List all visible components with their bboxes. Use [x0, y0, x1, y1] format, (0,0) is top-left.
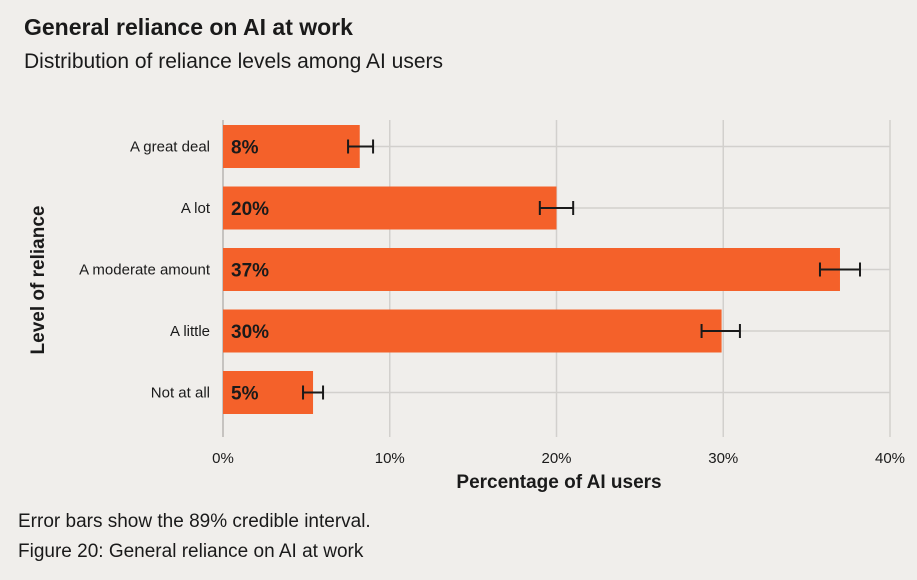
bar-value-label: 5% [231, 384, 259, 405]
bar [223, 309, 722, 353]
bar [223, 371, 314, 414]
figure-caption: Figure 20: General reliance on AI at wor… [18, 541, 364, 562]
category-label: A little [170, 323, 210, 340]
category-label: A great deal [130, 139, 210, 156]
category-label: A lot [181, 200, 211, 217]
bars [223, 125, 861, 414]
bar [223, 125, 360, 168]
reliance-bar-chart: 0% 10% 20% 30% 40% 8% A great deal 20% A lot 37% A… [28, 120, 905, 493]
x-tick-label: 40% [875, 450, 905, 467]
bar-value-label: 37% [231, 261, 269, 282]
x-tick-label: 30% [708, 450, 738, 467]
x-tick-label: 20% [541, 450, 571, 467]
bar [223, 248, 840, 291]
footnote: Error bars show the 89% credible interva… [18, 511, 371, 532]
category-label: Not at all [151, 385, 210, 402]
x-axis-title: Percentage of AI users [456, 472, 661, 493]
bar-value-label: 30% [231, 322, 269, 343]
bar-value-label: 20% [231, 199, 269, 220]
chart-title: General reliance on AI at work [24, 14, 353, 40]
chart-subtitle: Distribution of reliance levels among AI… [24, 50, 444, 73]
bar-value-label: 8% [231, 138, 259, 159]
x-tick-label: 10% [375, 450, 405, 467]
y-axis-title: Level of reliance [28, 206, 49, 355]
labels: 0% 10% 20% 30% 40% 8% A great deal 20% A lot 37% A… [79, 138, 905, 468]
bar [223, 186, 557, 230]
category-label: A moderate amount [79, 262, 211, 279]
x-tick-label: 0% [212, 450, 234, 467]
